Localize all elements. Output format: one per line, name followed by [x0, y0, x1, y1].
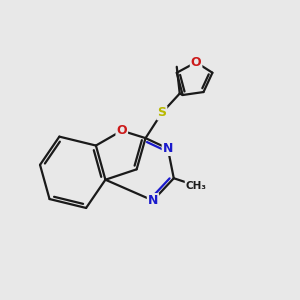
Text: O: O [191, 56, 201, 69]
Text: N: N [148, 194, 158, 207]
Text: S: S [158, 106, 166, 119]
Text: O: O [116, 124, 127, 137]
Text: CH₃: CH₃ [186, 181, 207, 191]
Text: N: N [163, 142, 173, 155]
